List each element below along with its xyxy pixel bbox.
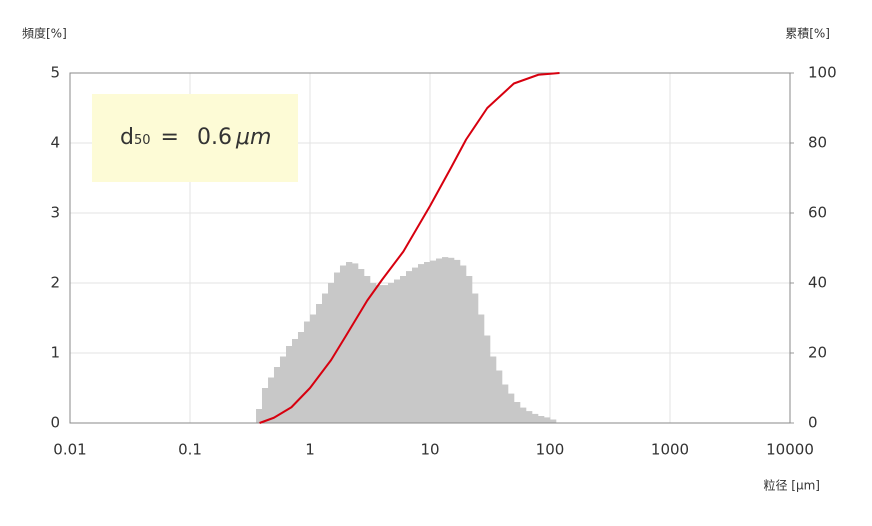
bar <box>268 377 275 423</box>
bar <box>531 413 539 423</box>
y2-tick-label: 0 <box>808 414 818 432</box>
bar <box>297 332 305 423</box>
bar <box>292 339 299 423</box>
x-tick-label: 100 <box>536 441 565 459</box>
y-tick-label: 2 <box>50 274 60 292</box>
x-tick-label: 0.01 <box>53 441 86 459</box>
bar <box>352 263 359 423</box>
bar <box>424 262 431 423</box>
annotation-part: = <box>161 125 179 150</box>
bar <box>381 285 389 423</box>
bar <box>369 283 377 423</box>
bar <box>406 271 413 423</box>
bar <box>489 356 497 423</box>
x-tick-label: 1 <box>305 441 315 459</box>
bar <box>478 314 485 423</box>
bar <box>388 283 395 423</box>
bar <box>417 264 425 423</box>
bar <box>399 276 407 423</box>
y2-axis-label: 累積[%] <box>785 26 830 41</box>
bar <box>322 293 329 423</box>
bar <box>375 285 383 423</box>
x-tick-label: 0.1 <box>178 441 202 459</box>
bar <box>279 356 287 423</box>
bar <box>394 279 401 423</box>
bar <box>363 276 371 423</box>
bar <box>256 409 263 423</box>
bar <box>303 321 311 423</box>
bar <box>435 258 443 423</box>
bar <box>550 419 557 423</box>
y-axis-label: 頻度[%] <box>22 26 67 41</box>
y-tick-label: 5 <box>50 64 60 82</box>
bar <box>501 384 509 423</box>
bar <box>310 314 317 423</box>
bar <box>345 262 353 423</box>
bar <box>519 407 527 423</box>
annotation-part: 0.6 <box>197 125 232 150</box>
annotation-part: μm <box>235 125 271 150</box>
annotation-box <box>92 94 298 182</box>
annotation-part: d <box>120 125 134 150</box>
bar <box>261 388 269 423</box>
bar <box>454 259 461 423</box>
bar <box>273 367 281 423</box>
bar <box>286 346 293 423</box>
annotation: d50 = 0.6 μm <box>120 125 271 150</box>
annotation-part: 50 <box>134 133 151 148</box>
y2-tick-label: 80 <box>808 134 827 152</box>
bar <box>526 411 533 423</box>
plot-frame <box>69 72 791 424</box>
bar <box>328 283 335 423</box>
x-tick-label: 10 <box>420 441 439 459</box>
bar <box>537 416 545 423</box>
y-tick-label: 3 <box>50 204 60 222</box>
bar <box>465 276 473 423</box>
bar <box>430 260 437 423</box>
y-tick-label: 1 <box>50 344 60 362</box>
bar <box>442 257 449 423</box>
bar <box>315 304 323 423</box>
bar <box>334 272 341 423</box>
bar <box>544 417 551 423</box>
bar <box>448 257 455 423</box>
bar <box>472 293 479 423</box>
x-tick-label: 10000 <box>766 441 814 459</box>
y-tick-label: 0 <box>50 414 60 432</box>
y2-tick-label: 20 <box>808 344 827 362</box>
bar <box>358 269 365 423</box>
y2-tick-label: 100 <box>808 64 837 82</box>
y2-tick-label: 40 <box>808 274 827 292</box>
bar <box>508 393 515 423</box>
bar <box>411 267 419 423</box>
bar <box>459 265 467 423</box>
bar <box>495 370 503 423</box>
x-axis-label: 粒径 [μm] <box>763 478 820 493</box>
y2-tick-label: 60 <box>808 204 827 222</box>
cumulative-line <box>259 72 560 424</box>
bar <box>483 335 491 423</box>
x-tick-label: 1000 <box>651 441 689 459</box>
bar <box>339 265 347 423</box>
bar <box>514 402 521 423</box>
y-tick-label: 4 <box>50 134 60 152</box>
